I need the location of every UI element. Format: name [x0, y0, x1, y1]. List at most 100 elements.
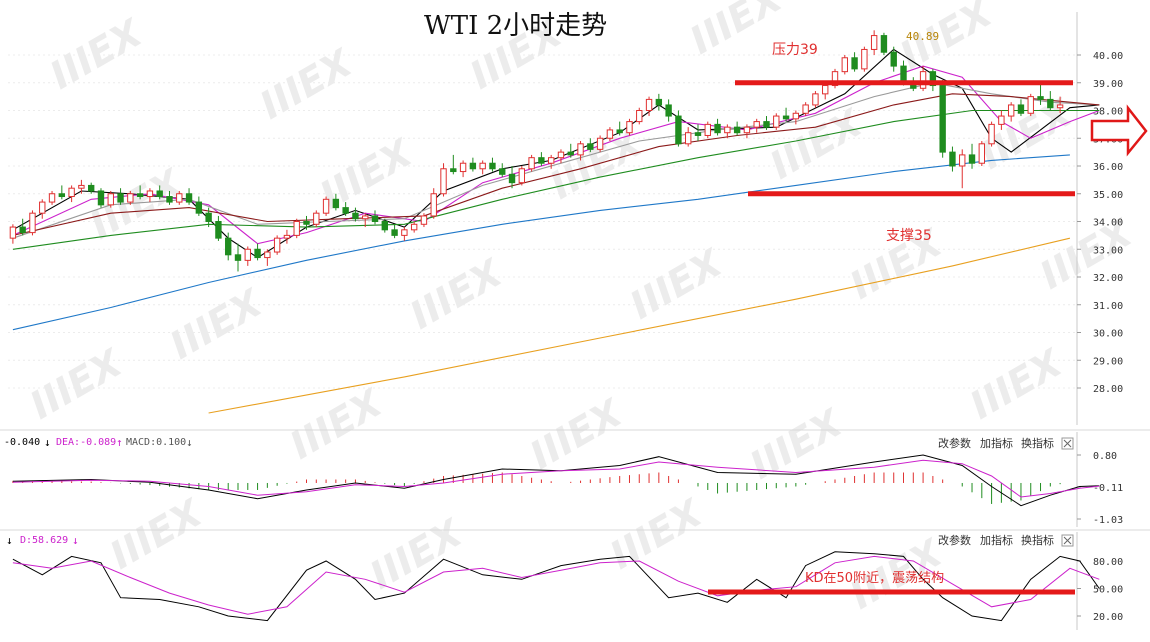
candle — [880, 32, 888, 55]
candle — [381, 218, 388, 233]
candle — [499, 163, 506, 178]
candle-body — [440, 168, 447, 195]
candle — [636, 107, 643, 125]
candle — [665, 99, 672, 122]
candle-body — [518, 168, 526, 184]
macd-toolbar: 改参数 加指标 换指标 — [938, 436, 1074, 450]
candle — [870, 30, 878, 55]
macd-add-indicator-button[interactable]: 加指标 — [980, 436, 1013, 450]
candle — [949, 146, 956, 172]
candle-body — [166, 196, 173, 203]
candle — [410, 221, 418, 233]
candle-body — [322, 198, 330, 214]
candle — [596, 135, 604, 153]
watermark-text: IIIEX — [603, 490, 711, 578]
candle-body — [1056, 104, 1064, 109]
candle-body — [724, 126, 731, 134]
candle-body — [508, 173, 516, 184]
candle — [606, 127, 614, 142]
macd-label: MACD:0.100 — [126, 437, 186, 448]
candle-body — [929, 71, 937, 87]
candle — [332, 193, 340, 211]
candle — [273, 235, 281, 255]
candle — [117, 188, 124, 205]
candle-body — [78, 184, 85, 189]
kd-annotation: KD在50附近，震荡结构 — [805, 571, 944, 586]
candle-body — [410, 223, 418, 231]
candle — [939, 79, 946, 158]
candle-body — [332, 198, 340, 209]
candle-body — [861, 48, 868, 70]
watermark-text: IIIEX — [103, 490, 211, 578]
candle-body — [234, 254, 242, 261]
watermark-text: IIIEX — [253, 40, 361, 128]
candle — [371, 210, 379, 225]
candle-body — [939, 85, 946, 153]
candle-body — [469, 162, 477, 170]
candle-body — [636, 110, 643, 123]
macd-change-params-button[interactable]: 改参数 — [938, 436, 971, 450]
candle — [127, 190, 134, 205]
candle — [254, 243, 261, 261]
candle-body — [773, 115, 780, 128]
macd-y-tick-label: 0.80 — [1093, 451, 1117, 462]
peak-label: 40.89 — [906, 30, 939, 43]
candle-body — [959, 154, 966, 167]
macd-down-arrow-icon: ↓ — [44, 436, 51, 449]
macd-close-icon[interactable] — [1061, 437, 1074, 450]
kd-switch-indicator-button[interactable]: 换指标 — [1021, 533, 1054, 547]
watermark-text: IIIEX — [1033, 210, 1141, 298]
support-label: 支撑35 — [886, 228, 932, 244]
candle — [675, 110, 682, 147]
candle-body — [528, 157, 535, 170]
candle-body — [391, 229, 398, 236]
candle — [988, 121, 995, 147]
candle — [225, 232, 232, 261]
watermark-text: IIIEX — [363, 510, 471, 598]
candle-body — [430, 193, 437, 217]
candle-body — [1047, 98, 1054, 109]
candle — [39, 199, 46, 219]
macd-switch-indicator-button[interactable]: 换指标 — [1021, 436, 1054, 450]
candle — [704, 121, 711, 139]
y-tick-label: 28.00 — [1093, 384, 1123, 395]
candle — [293, 218, 300, 239]
candle-body — [39, 201, 46, 214]
candle — [283, 229, 291, 244]
candle-body — [215, 221, 222, 239]
candle-body — [176, 193, 183, 203]
y-tick-label: 36.00 — [1093, 162, 1123, 173]
kd-close-icon[interactable] — [1061, 534, 1074, 547]
candle-body — [420, 215, 428, 225]
candle — [185, 188, 193, 205]
candle-body — [362, 215, 369, 220]
y-tick-label: 30.00 — [1093, 329, 1123, 340]
candle — [714, 118, 721, 136]
candle-body — [244, 248, 251, 261]
candle — [968, 143, 976, 169]
candle-body — [479, 162, 486, 170]
candle-body — [988, 123, 995, 145]
candle — [176, 190, 183, 205]
candle — [587, 138, 594, 153]
watermark-text: IIIEX — [403, 250, 511, 338]
y-tick-label: 39.00 — [1093, 79, 1123, 90]
candle-body — [782, 115, 790, 120]
candle — [420, 213, 428, 228]
candle-body — [283, 234, 291, 239]
candle-body — [273, 237, 281, 253]
candle — [616, 121, 623, 136]
candle — [538, 152, 545, 166]
candle — [1017, 99, 1025, 117]
dea-label: DEA:-0.089 — [56, 437, 116, 448]
kd-add-indicator-button[interactable]: 加指标 — [980, 533, 1013, 547]
candle — [1056, 96, 1064, 114]
candle — [773, 113, 780, 130]
candle-body — [675, 115, 682, 145]
kd-change-params-button[interactable]: 改参数 — [938, 533, 971, 547]
candle-body — [645, 98, 653, 112]
candle-body — [822, 85, 829, 95]
candle-body — [156, 190, 163, 198]
kd-down-arrow-icon: ↓ — [6, 534, 13, 547]
